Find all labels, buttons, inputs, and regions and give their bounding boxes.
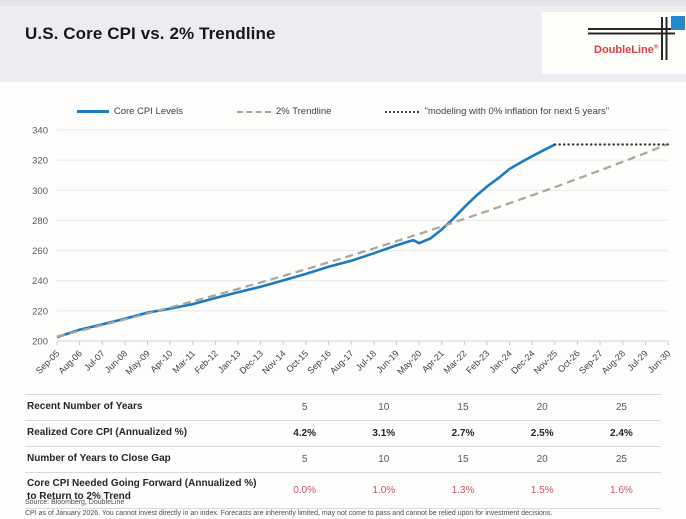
- table-row-years-to-close-gap: Number of Years to Close Gap 5 10 15 20 …: [25, 447, 661, 473]
- cell-value: 1.0%: [372, 485, 396, 496]
- cell-value: 20: [536, 454, 548, 465]
- registered-mark: ®: [653, 44, 659, 51]
- cell-value: 5: [301, 454, 308, 465]
- legend-label-zero-inflation: "modeling with 0% inflation for next 5 y…: [424, 106, 610, 117]
- cell-value: 25: [615, 454, 627, 465]
- x-axis-tick-label: Feb-12: [193, 348, 220, 375]
- x-axis-tick-label: Dec-24: [509, 348, 537, 376]
- x-axis-tick-label: May-20: [395, 348, 423, 376]
- x-axis-tick-label: May-09: [124, 348, 152, 376]
- x-axis-tick-label: Aug-17: [328, 348, 356, 376]
- x-axis-tick-label: Nov-25: [532, 348, 560, 376]
- y-axis-tick-label: 220: [32, 306, 48, 317]
- cell-value: 2.5%: [530, 428, 554, 439]
- y-axis-tick-label: 240: [32, 276, 48, 287]
- series-line-dashed: [56, 142, 669, 338]
- y-axis-tick-label: 280: [32, 216, 48, 227]
- cell-value: 2.7%: [451, 428, 475, 439]
- y-axis-tick-label: 260: [32, 246, 48, 257]
- y-axis-tick-label: 300: [32, 186, 48, 197]
- x-axis-tick-label: Sep-05: [34, 348, 62, 376]
- legend-item-core-cpi: Core CPI Levels: [76, 106, 183, 117]
- cell-value: 10: [378, 402, 390, 413]
- y-axis-tick-label: 340: [32, 126, 48, 137]
- zero-inflation-swatch-icon: [385, 110, 420, 113]
- cpi-chart: 200220240260280300320340Sep-05Aug-06Jul-…: [32, 126, 673, 377]
- x-axis-tick-label: Nov-14: [260, 348, 288, 376]
- cell-value: 4.2%: [293, 428, 316, 439]
- doubleline-logo-icon: [588, 16, 685, 60]
- series-line-solid: [56, 143, 556, 339]
- legend-label-trendline: 2% Trendline: [276, 106, 332, 117]
- x-axis-tick-label: Feb-23: [464, 348, 491, 375]
- stats-table: Recent Number of Years 5 10 15 20 25 Rea…: [25, 394, 661, 509]
- table-row-cpi-needed: Core CPI Needed Going Forward (Annualize…: [25, 473, 661, 509]
- cell-value: 0.0%: [293, 485, 316, 496]
- row-label: Realized Core CPI (Annualized %): [27, 427, 188, 439]
- page-title: U.S. Core CPI vs. 2% Trendline: [25, 24, 276, 43]
- core-cpi-line-swatch-icon: [76, 110, 109, 113]
- table-row-realized-cpi: Realized Core CPI (Annualized %) 4.2% 3.…: [25, 421, 661, 447]
- cell-value: 15: [457, 402, 469, 413]
- cell-value: 20: [536, 402, 548, 413]
- x-axis-tick-label: Aug-06: [56, 348, 84, 376]
- x-axis-tick-label: Sep-27: [577, 348, 605, 376]
- cell-value: 10: [378, 454, 390, 465]
- chart-legend: Core CPI Levels 2% Trendline "modeling w…: [0, 106, 686, 117]
- table-row-recent-years: Recent Number of Years 5 10 15 20 25: [25, 395, 661, 421]
- y-axis-tick-label: 320: [32, 156, 48, 167]
- legend-item-trendline: 2% Trendline: [237, 106, 331, 117]
- doubleline-logo: DoubleLine®: [542, 12, 686, 74]
- x-axis-tick-label: Sep-16: [305, 348, 333, 376]
- cell-value: 3.1%: [372, 428, 396, 439]
- footnotes: Source: Bloomberg, DoubleLine CPI as of …: [25, 498, 665, 519]
- legend-item-zero-inflation: "modeling with 0% inflation for next 5 y…: [385, 106, 609, 117]
- row-label: Number of Years to Close Gap: [27, 453, 171, 465]
- x-axis-tick-label: Mar-22: [442, 348, 469, 375]
- cell-value: 15: [457, 454, 469, 465]
- cell-value: 1.5%: [530, 485, 554, 496]
- cell-value: 1.6%: [609, 485, 633, 496]
- cell-value: 2.4%: [609, 428, 633, 439]
- x-axis-tick-label: Aug-28: [600, 348, 628, 376]
- cell-value: 1.3%: [451, 485, 475, 496]
- x-axis-tick-label: Dec-13: [237, 348, 265, 376]
- y-axis-tick-label: 200: [32, 337, 48, 348]
- x-axis-tick-label: Apr-10: [148, 348, 174, 374]
- legend-label-core-cpi: Core CPI Levels: [113, 106, 183, 117]
- row-label: Recent Number of Years: [27, 401, 143, 413]
- cell-value: 25: [615, 402, 627, 413]
- x-axis-tick-label: Mar-11: [170, 348, 197, 375]
- x-axis-tick-label: Jun-30: [646, 348, 673, 375]
- trendline-swatch-icon: [237, 110, 271, 113]
- disclaimer-note: CPI as of January 2026. You cannot inves…: [25, 509, 553, 517]
- x-axis-tick-label: Apr-21: [420, 348, 446, 374]
- cell-value: 5: [301, 402, 308, 413]
- header-band: U.S. Core CPI vs. 2% Trendline DoubleLin…: [0, 6, 686, 82]
- doubleline-logo-text: DoubleLine®: [594, 44, 659, 56]
- source-note: Source: Bloomberg, DoubleLine: [25, 499, 125, 506]
- row-label: Core CPI Needed Going Forward (Annualize…: [27, 478, 257, 502]
